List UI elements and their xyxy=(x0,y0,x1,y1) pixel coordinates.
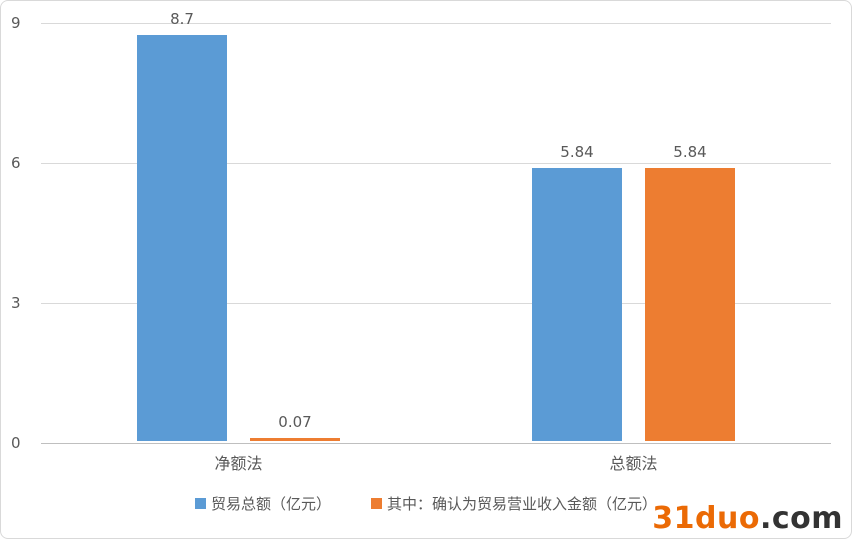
category-label: 总额法 xyxy=(609,454,658,473)
data-label: 8.7 xyxy=(170,10,194,28)
legend-item-2: 其中：确认为贸易营业收入金额（亿元） xyxy=(371,493,657,514)
category-label: 净额法 xyxy=(214,454,263,473)
gridline xyxy=(41,303,831,304)
x-axis-line xyxy=(41,443,831,444)
bar-总额法-series-1 xyxy=(532,168,622,441)
gridline xyxy=(41,163,831,164)
gridline xyxy=(41,23,831,24)
legend-label: 其中：确认为贸易营业收入金额（亿元） xyxy=(387,495,658,513)
bar-净额法-series-1 xyxy=(137,35,227,441)
legend: 贸易总额（亿元） 其中：确认为贸易营业收入金额（亿元） xyxy=(1,493,851,514)
data-label: 0.07 xyxy=(278,412,312,431)
watermark-suffix: .com xyxy=(759,501,843,536)
y-tick-label: 0 xyxy=(11,434,21,452)
bar-净额法-series-2 xyxy=(250,437,340,441)
legend-marker-icon xyxy=(194,498,206,509)
data-label: 5.84 xyxy=(673,143,707,162)
legend-marker-icon xyxy=(371,498,382,509)
watermark: 31duo.com xyxy=(652,504,843,534)
legend-label: 贸易总额（亿元） xyxy=(210,495,331,513)
y-tick-label: 9 xyxy=(11,14,21,32)
watermark-brand: 31duo xyxy=(652,501,760,536)
y-tick-label: 6 xyxy=(11,154,21,172)
data-label: 5.84 xyxy=(560,143,594,162)
legend-item-1: 贸易总额（亿元） xyxy=(194,493,331,514)
y-tick-label: 3 xyxy=(11,294,21,312)
bar-总额法-series-2 xyxy=(645,168,735,441)
